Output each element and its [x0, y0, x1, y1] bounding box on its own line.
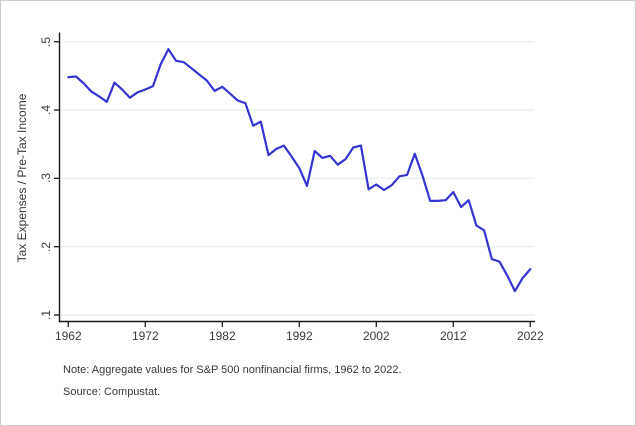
y-axis-title: Tax Expenses / Pre-Tax Income [15, 93, 29, 263]
y-tick-label: .2 [39, 241, 53, 252]
source-text: Source: Compustat. [63, 386, 161, 398]
y-tick-label: .3 [39, 173, 53, 184]
note-text: Note: Aggregate values for S&P 500 nonfi… [63, 364, 402, 376]
x-tick-label: 1992 [285, 329, 313, 343]
y-tick-label: .1 [39, 309, 53, 321]
x-tick-label: 2022 [516, 329, 544, 343]
data-series-line [67, 48, 532, 293]
y-tick-label: .4 [39, 105, 53, 116]
y-tick-label: .5 [39, 36, 53, 47]
x-tick-label: 1972 [131, 329, 159, 343]
x-tick-label: 2012 [439, 329, 467, 343]
x-tick-label: 2002 [362, 329, 390, 343]
x-tick-label: 1982 [208, 329, 236, 343]
x-tick-label: 1962 [54, 329, 82, 343]
